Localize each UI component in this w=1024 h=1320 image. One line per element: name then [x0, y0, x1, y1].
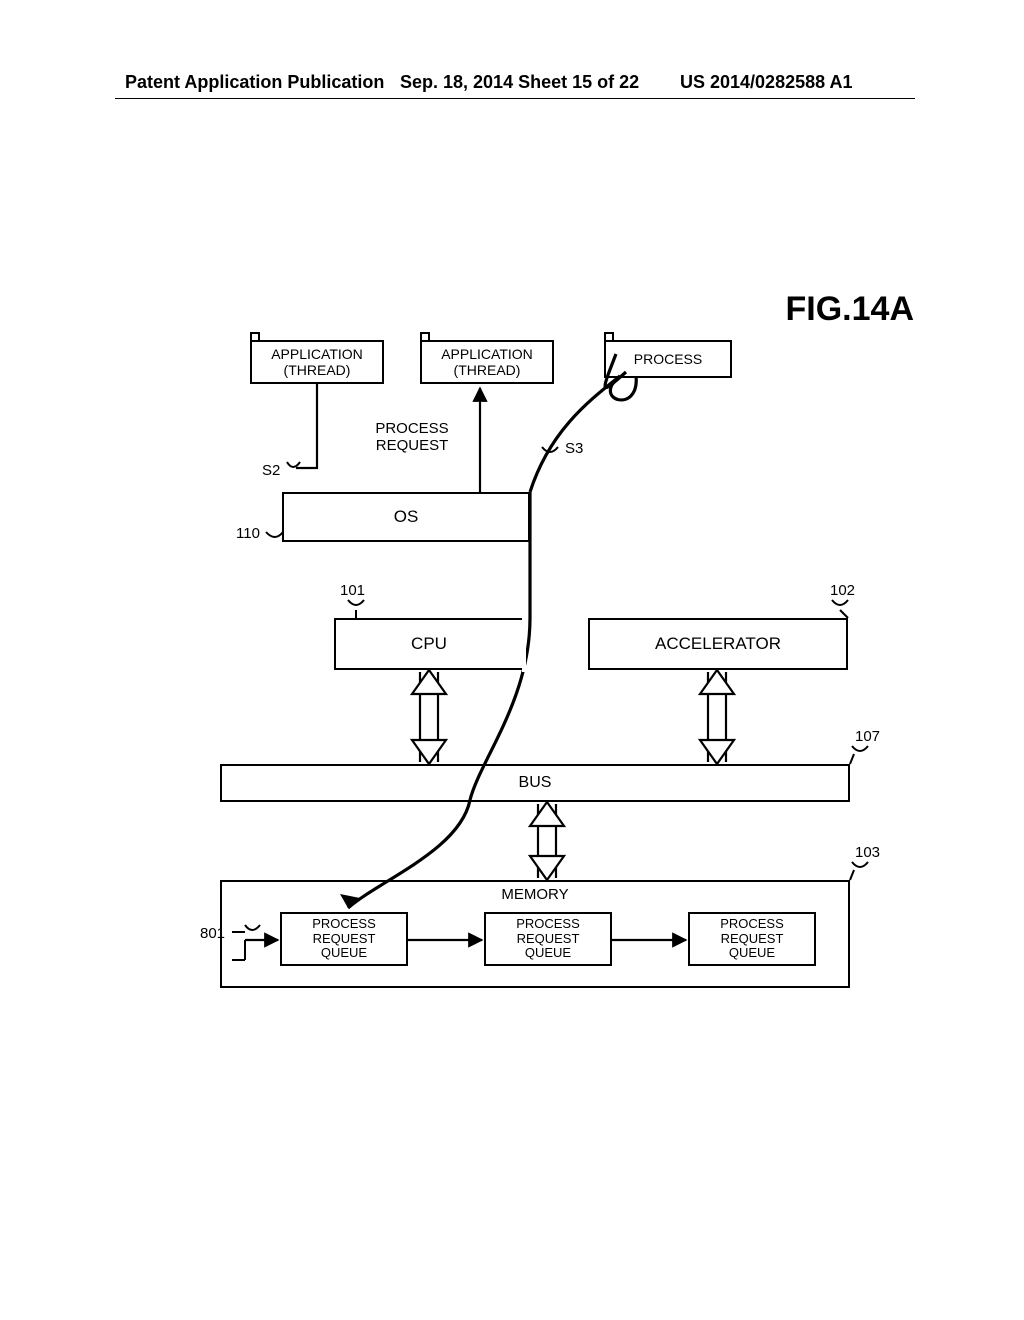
label-s3: S3 [565, 440, 583, 457]
label-process-request: PROCESS REQUEST [352, 420, 472, 454]
label-ref103: 103 [855, 844, 880, 861]
tab-icon [604, 332, 614, 342]
header-center: Sep. 18, 2014 Sheet 15 of 22 [400, 72, 639, 93]
label-ref801: 801 [200, 925, 225, 942]
header-left: Patent Application Publication [125, 72, 384, 93]
box-app1: APPLICATION (THREAD) [250, 340, 384, 384]
label-ref101: 101 [340, 582, 365, 599]
box-bus: BUS [220, 764, 850, 802]
header-rule [115, 98, 915, 99]
label-ref107: 107 [855, 728, 880, 745]
figure-label: FIG.14A [786, 290, 914, 329]
box-accelerator: ACCELERATOR [588, 618, 848, 670]
box-queue2: PROCESS REQUEST QUEUE [484, 912, 612, 966]
box-cpu: CPU [334, 618, 524, 670]
label-ref110: 110 [236, 525, 260, 542]
memory-label: MEMORY [501, 886, 568, 903]
label-s2: S2 [262, 462, 280, 479]
box-queue3: PROCESS REQUEST QUEUE [688, 912, 816, 966]
box-queue1: PROCESS REQUEST QUEUE [280, 912, 408, 966]
header-right: US 2014/0282588 A1 [680, 72, 852, 93]
label-ref102: 102 [830, 582, 855, 599]
tab-icon [250, 332, 260, 342]
box-app2: APPLICATION (THREAD) [420, 340, 554, 384]
tab-icon [420, 332, 430, 342]
box-process: PROCESS [604, 340, 732, 378]
box-os: OS [282, 492, 530, 542]
